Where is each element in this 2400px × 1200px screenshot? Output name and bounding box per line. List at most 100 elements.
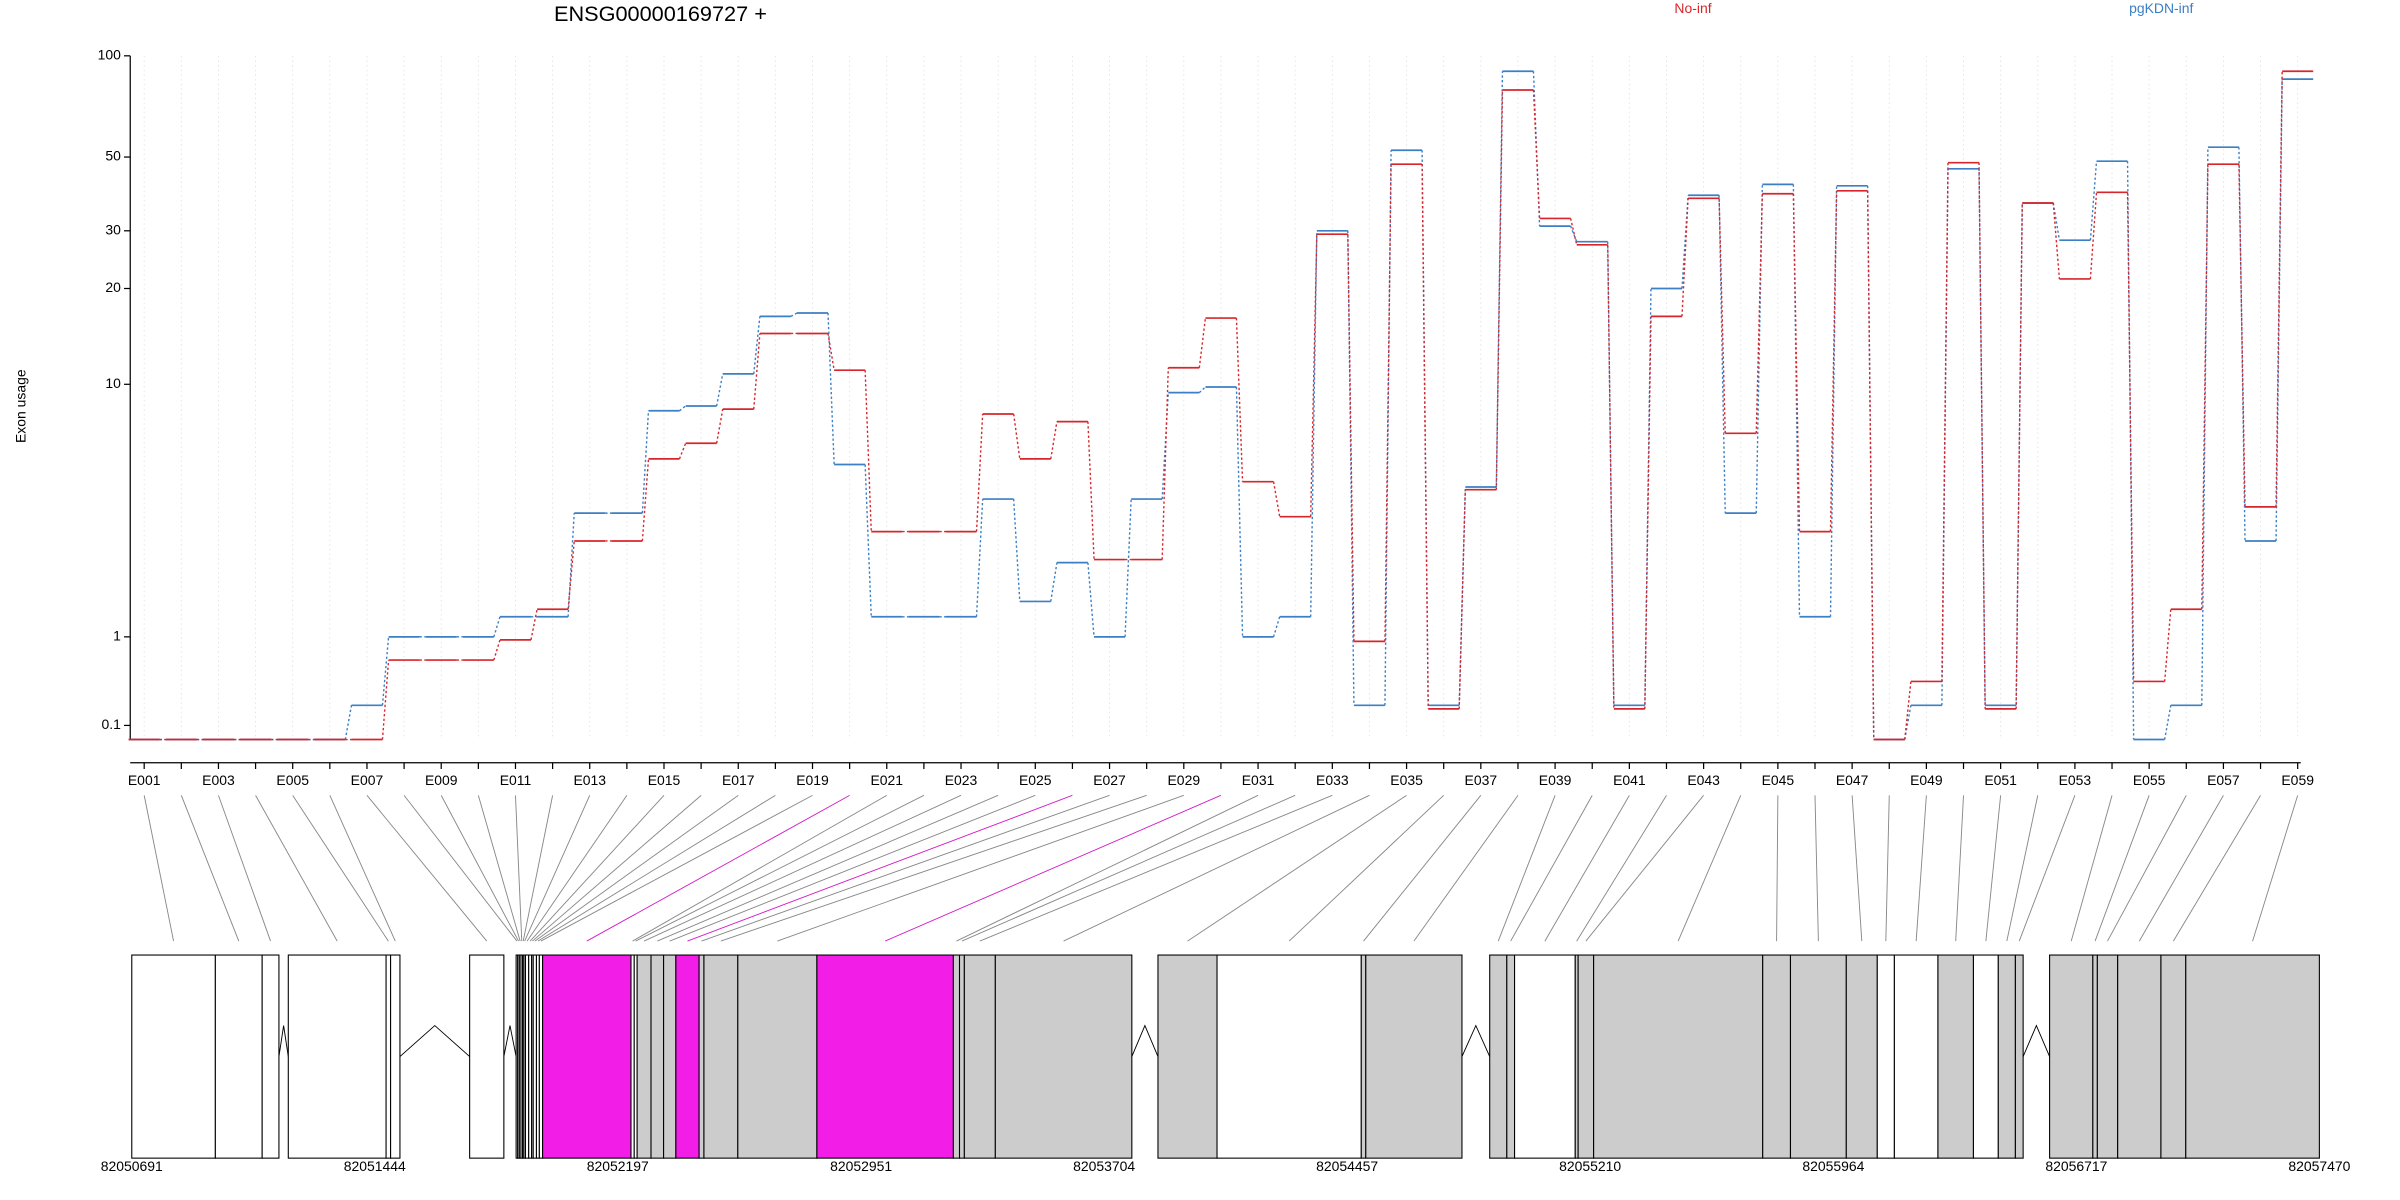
- intron: [1461, 1024, 1491, 1057]
- step-connector: [715, 373, 724, 407]
- exon-connector: [1915, 795, 1927, 942]
- genomic-tick-label: 82056717: [2045, 1158, 2107, 1174]
- step-connector: [1941, 162, 1949, 682]
- step-connector: [1569, 225, 1578, 242]
- step-connector: [1309, 234, 1318, 517]
- x-tick-label: E019: [796, 772, 829, 788]
- exon-connector: [884, 794, 1222, 942]
- step-connector: [641, 410, 650, 514]
- exon: [1365, 954, 1463, 1159]
- exon-connector: [1510, 795, 1593, 942]
- step-connector: [753, 333, 761, 410]
- step-connector: [1681, 195, 1689, 289]
- genomic-tick-label: 82054457: [1316, 1158, 1378, 1174]
- exon-connector: [1677, 795, 1742, 942]
- y-tick-label: 20: [105, 279, 121, 295]
- step-connector: [1495, 89, 1504, 490]
- exon: [994, 954, 1133, 1159]
- step-connector: [567, 513, 575, 617]
- step-connector: [1904, 681, 1912, 740]
- step-connector: [1755, 193, 1764, 434]
- x-tick-label: E011: [500, 772, 532, 788]
- x-tick-label: E051: [1984, 772, 2017, 788]
- step-connector: [381, 636, 390, 706]
- exon: [214, 954, 263, 1159]
- exon: [737, 954, 818, 1159]
- exon: [542, 954, 632, 1159]
- step-connector: [1755, 184, 1764, 514]
- genomic-tick-label: 82052951: [830, 1158, 892, 1174]
- exon-connector: [2252, 795, 2299, 942]
- step-connector: [827, 312, 835, 465]
- x-tick-label: E037: [1465, 772, 1498, 788]
- step-connector: [493, 639, 501, 661]
- exon-connector: [956, 794, 1259, 942]
- step-connector: [753, 316, 761, 374]
- x-tick-label: E015: [648, 772, 681, 788]
- exon: [131, 954, 216, 1159]
- exon-connector: [720, 794, 1147, 942]
- y-tick-label: 1: [113, 628, 121, 644]
- step-connector: [1272, 481, 1281, 517]
- exon: [1514, 954, 1576, 1159]
- exon-connector: [635, 794, 925, 942]
- intron: [1131, 1024, 1159, 1057]
- x-tick-label: E043: [1687, 772, 1720, 788]
- step-connector: [1718, 198, 1726, 434]
- exon: [698, 954, 705, 1159]
- step-connector: [1050, 562, 1058, 602]
- exon: [1593, 954, 1764, 1159]
- exon-connector: [1814, 795, 1819, 942]
- step-connector: [1532, 89, 1541, 219]
- step-connector: [827, 333, 835, 371]
- intron: [399, 1024, 470, 1057]
- exon-connector: [532, 794, 702, 942]
- exon: [2092, 954, 2098, 1159]
- y-tick-label: 50: [105, 148, 121, 164]
- exon-connector: [1187, 794, 1407, 942]
- exon: [2049, 954, 2094, 1159]
- genomic-tick-label: 82055210: [1559, 1158, 1621, 1174]
- exon: [1489, 954, 1508, 1159]
- x-tick-label: E039: [1539, 772, 1572, 788]
- exon: [469, 954, 505, 1159]
- step-connector: [1272, 616, 1281, 638]
- step-connector: [1644, 316, 1652, 709]
- exon-connector: [515, 795, 523, 942]
- x-tick-label: E023: [945, 772, 978, 788]
- step-connector: [975, 499, 984, 617]
- x-tick-label: E021: [870, 772, 903, 788]
- exon-connector: [180, 795, 240, 942]
- step-connector: [790, 312, 798, 317]
- step-connector: [1384, 150, 1392, 706]
- exon: [2014, 954, 2024, 1159]
- step-connector: [530, 609, 538, 640]
- exon: [1157, 954, 1218, 1159]
- y-tick-label: 0.1: [102, 716, 122, 732]
- exon-connector: [632, 794, 887, 942]
- step-connector: [1718, 195, 1726, 514]
- exon-connector: [534, 794, 739, 942]
- step-connector: [1087, 421, 1095, 560]
- step-connector: [2201, 164, 2209, 610]
- step-connector: [1124, 499, 1132, 637]
- step-connector: [2015, 202, 2023, 709]
- x-tick-label: E035: [1390, 772, 1423, 788]
- x-tick-label: E003: [202, 772, 235, 788]
- exon-connector: [643, 794, 962, 942]
- exon: [1360, 954, 1367, 1159]
- step-connector: [1050, 421, 1058, 459]
- step-connector: [1829, 185, 1838, 617]
- step-connector: [1384, 164, 1392, 642]
- exon-connector: [529, 795, 665, 942]
- step-connector: [1235, 386, 1244, 637]
- step-connector: [1198, 386, 1206, 394]
- exon-connector: [701, 794, 1110, 942]
- exon: [1937, 954, 1974, 1159]
- x-tick-label: E013: [573, 772, 606, 788]
- step-connector: [864, 370, 872, 532]
- exon-connector: [292, 795, 389, 942]
- step-connector: [2052, 202, 2061, 279]
- x-tick-label: E049: [1910, 772, 1943, 788]
- y-tick-label: 10: [105, 375, 121, 391]
